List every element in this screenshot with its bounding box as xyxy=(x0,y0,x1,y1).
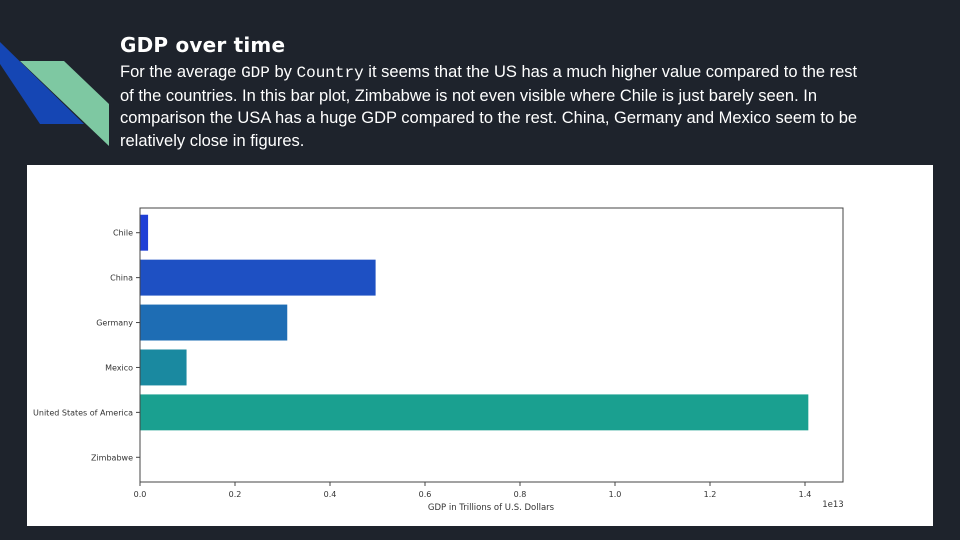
x-axis-label: GDP in Trillions of U.S. Dollars xyxy=(428,503,555,513)
x-tick-label: 0.6 xyxy=(419,490,432,499)
x-tick-label: 0.8 xyxy=(514,490,527,499)
slide-body-text: For the average GDP by Country it seems … xyxy=(120,61,860,152)
chart-panel: Chile China Germany Mexico United States of … xyxy=(27,165,933,526)
corner-decoration xyxy=(0,42,109,146)
bar-mexico xyxy=(140,349,187,386)
y-tick-label: China xyxy=(110,274,133,283)
x-tick-label: 0.0 xyxy=(134,490,147,499)
y-tick-label: Germany xyxy=(96,319,133,328)
bar-chile xyxy=(140,214,149,251)
x-tick-label: 1.4 xyxy=(799,490,812,499)
bars-group xyxy=(140,214,809,476)
gdp-bar-chart: Chile China Germany Mexico United States of … xyxy=(33,207,844,513)
x-tick-label: 1.0 xyxy=(609,490,622,499)
green-stripe-shape xyxy=(20,61,109,146)
y-tick-label: United States of America xyxy=(33,408,133,417)
blue-stripe-shape xyxy=(0,42,84,124)
y-axis: Chile China Germany Mexico United States of … xyxy=(33,229,140,462)
plot-frame xyxy=(139,207,844,483)
slide-title: GDP over time xyxy=(120,33,286,57)
bar-china xyxy=(140,259,376,296)
x-tick-label: 1.2 xyxy=(704,490,717,499)
y-tick-label: Chile xyxy=(113,229,133,238)
y-tick-label: Zimbabwe xyxy=(91,453,133,462)
body-text-part: For the average xyxy=(120,63,242,81)
bar-germany xyxy=(140,304,288,341)
bar-united-states-of-america xyxy=(140,394,809,431)
x-offset-label: 1e13 xyxy=(822,500,843,510)
code-gdp: GDP xyxy=(241,64,270,82)
x-tick-label: 0.2 xyxy=(229,490,242,499)
y-tick-label: Mexico xyxy=(105,363,133,372)
code-country: Country xyxy=(296,64,364,82)
body-text-part: by xyxy=(269,63,297,81)
body-text-part: it seems that the US has a much higher v… xyxy=(120,63,858,150)
x-tick-label: 0.4 xyxy=(324,490,337,499)
x-axis: 0.0 0.2 0.4 0.6 0.8 1.0 1.2 1.4 xyxy=(134,482,812,499)
